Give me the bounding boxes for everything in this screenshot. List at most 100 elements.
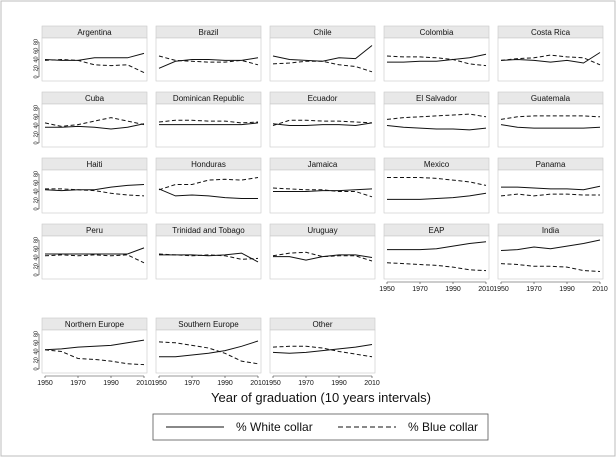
x-tick-label: 2010 bbox=[478, 286, 494, 293]
y-tick-label: 60 bbox=[34, 180, 40, 186]
y-tick-label: 0 bbox=[34, 273, 40, 276]
y-tick-label: 20 bbox=[34, 131, 40, 137]
legend-label-white-collar: % White collar bbox=[236, 420, 313, 434]
series-line-blue-collar bbox=[158, 253, 259, 260]
series-line-blue-collar bbox=[272, 187, 373, 198]
series-line-white-collar bbox=[273, 254, 373, 261]
panel-northern-europe: Northern Europe 0 20 40 60 80 1950 1970 1990 2010 bbox=[34, 317, 152, 387]
panel-plot-area bbox=[269, 329, 376, 374]
series-line-white-collar bbox=[159, 122, 259, 126]
panel-argentina: Argentina 0 20 40 60 80 bbox=[34, 25, 148, 82]
series-line-blue-collar bbox=[44, 254, 145, 264]
x-tick-label: 1990 bbox=[103, 380, 119, 387]
panel-plot-area bbox=[497, 169, 604, 214]
panel-title: Uruguay bbox=[307, 226, 337, 235]
panel-plot-area bbox=[383, 37, 490, 82]
x-axis-title: Year of graduation (10 years intervals) bbox=[211, 390, 431, 405]
x-tick-label: 1950 bbox=[37, 380, 53, 387]
x-tick-label: 1970 bbox=[184, 380, 200, 387]
y-tick-label: 0 bbox=[34, 141, 40, 144]
panel-panama: Panama bbox=[497, 157, 604, 214]
panel-plot-area bbox=[383, 103, 490, 148]
panel-uruguay: Uruguay bbox=[269, 223, 376, 280]
series-line-white-collar bbox=[44, 52, 145, 61]
x-tick-label: 1990 bbox=[445, 286, 461, 293]
y-tick-label: 60 bbox=[34, 246, 40, 252]
panel-title: Jamaica bbox=[308, 160, 338, 169]
series-line-blue-collar bbox=[158, 119, 259, 124]
y-tick-label: 40 bbox=[34, 254, 40, 260]
panel-title: Mexico bbox=[424, 160, 450, 169]
series-line-blue-collar bbox=[500, 54, 601, 66]
x-tick-label: 1990 bbox=[217, 380, 233, 387]
series-line-blue-collar bbox=[500, 115, 601, 120]
panel-title: Colombia bbox=[420, 28, 454, 37]
panel-plot-area bbox=[155, 169, 262, 214]
series-line-white-collar bbox=[387, 241, 487, 251]
series-line-blue-collar bbox=[45, 188, 145, 197]
series-line-white-collar bbox=[500, 124, 601, 129]
series-line-blue-collar bbox=[44, 349, 145, 366]
y-tick-label: 0 bbox=[34, 75, 40, 78]
x-tick-label: 2010 bbox=[364, 380, 380, 387]
panel-jamaica: Jamaica bbox=[269, 157, 376, 214]
panel-cuba: Cuba 0 20 40 60 80 bbox=[34, 91, 148, 148]
series-line-white-collar bbox=[387, 53, 487, 63]
panel-trinidad-and-tobago: Trinidad and Tobago bbox=[155, 223, 262, 280]
series-line-white-collar bbox=[500, 52, 601, 64]
y-tick-label: 40 bbox=[34, 122, 40, 128]
panel-plot-area bbox=[383, 235, 490, 280]
y-tick-label: 80 bbox=[34, 237, 40, 243]
y-tick-label: 80 bbox=[34, 331, 40, 337]
x-tick-label: 1950 bbox=[493, 286, 509, 293]
x-tick-label: 1970 bbox=[298, 380, 314, 387]
series-line-blue-collar bbox=[500, 193, 600, 197]
panel-title: Ecuador bbox=[308, 94, 338, 103]
panel-haiti: Haiti 0 20 40 60 80 bbox=[34, 157, 148, 214]
panel-title: Southern Europe bbox=[178, 320, 239, 329]
series-line-white-collar bbox=[272, 122, 373, 127]
panel-colombia: Colombia bbox=[383, 25, 490, 82]
panel-title: Panama bbox=[536, 160, 566, 169]
series-line-blue-collar bbox=[272, 345, 373, 358]
series-line-white-collar bbox=[387, 192, 487, 200]
series-line-white-collar bbox=[273, 188, 373, 192]
x-tick-label: 1950 bbox=[265, 380, 281, 387]
panel-eap: EAP 1950 1970 1990 2010 bbox=[379, 223, 494, 293]
legend-label-blue-collar: % Blue collar bbox=[408, 420, 478, 434]
panel-chile: Chile bbox=[269, 25, 376, 82]
panel-title: Chile bbox=[313, 28, 332, 37]
y-tick-label: 80 bbox=[34, 171, 40, 177]
panel-title: India bbox=[542, 226, 560, 235]
panel-ecuador: Ecuador bbox=[269, 91, 376, 148]
y-tick-label: 20 bbox=[34, 197, 40, 203]
series-line-white-collar bbox=[501, 185, 601, 191]
y-tick-label: 20 bbox=[34, 263, 40, 269]
panel-plot-area bbox=[383, 169, 490, 214]
series-line-white-collar bbox=[158, 57, 259, 69]
series-line-blue-collar bbox=[386, 113, 487, 120]
panel-title: Peru bbox=[86, 226, 103, 235]
panel-grid: Argentina 0 20 40 60 80 Brazil Chile Colombia Cos… bbox=[34, 25, 608, 387]
y-tick-label: 20 bbox=[34, 357, 40, 363]
panel-southern-europe: Southern Europe 1950 1970 1990 2010 bbox=[151, 317, 266, 387]
x-tick-label: 2010 bbox=[136, 380, 152, 387]
y-tick-label: 40 bbox=[34, 56, 40, 62]
series-line-blue-collar bbox=[386, 262, 487, 272]
series-line-white-collar bbox=[44, 339, 145, 351]
panel-plot-area bbox=[497, 103, 604, 148]
series-line-white-collar bbox=[386, 125, 487, 131]
panel-title: Cuba bbox=[85, 94, 105, 103]
panel-plot-area bbox=[41, 37, 148, 82]
series-line-white-collar bbox=[45, 247, 145, 255]
series-line-blue-collar bbox=[158, 341, 259, 365]
panel-costa-rica: Costa Rica bbox=[497, 25, 604, 82]
panel-title: Guatemala bbox=[531, 94, 571, 103]
panel-plot-area bbox=[269, 169, 376, 214]
x-tick-label: 1990 bbox=[559, 286, 575, 293]
x-tick-label: 1970 bbox=[70, 380, 86, 387]
y-tick-label: 60 bbox=[34, 48, 40, 54]
panel-el-salvador: El Salvador bbox=[383, 91, 490, 148]
x-tick-label: 1970 bbox=[412, 286, 428, 293]
